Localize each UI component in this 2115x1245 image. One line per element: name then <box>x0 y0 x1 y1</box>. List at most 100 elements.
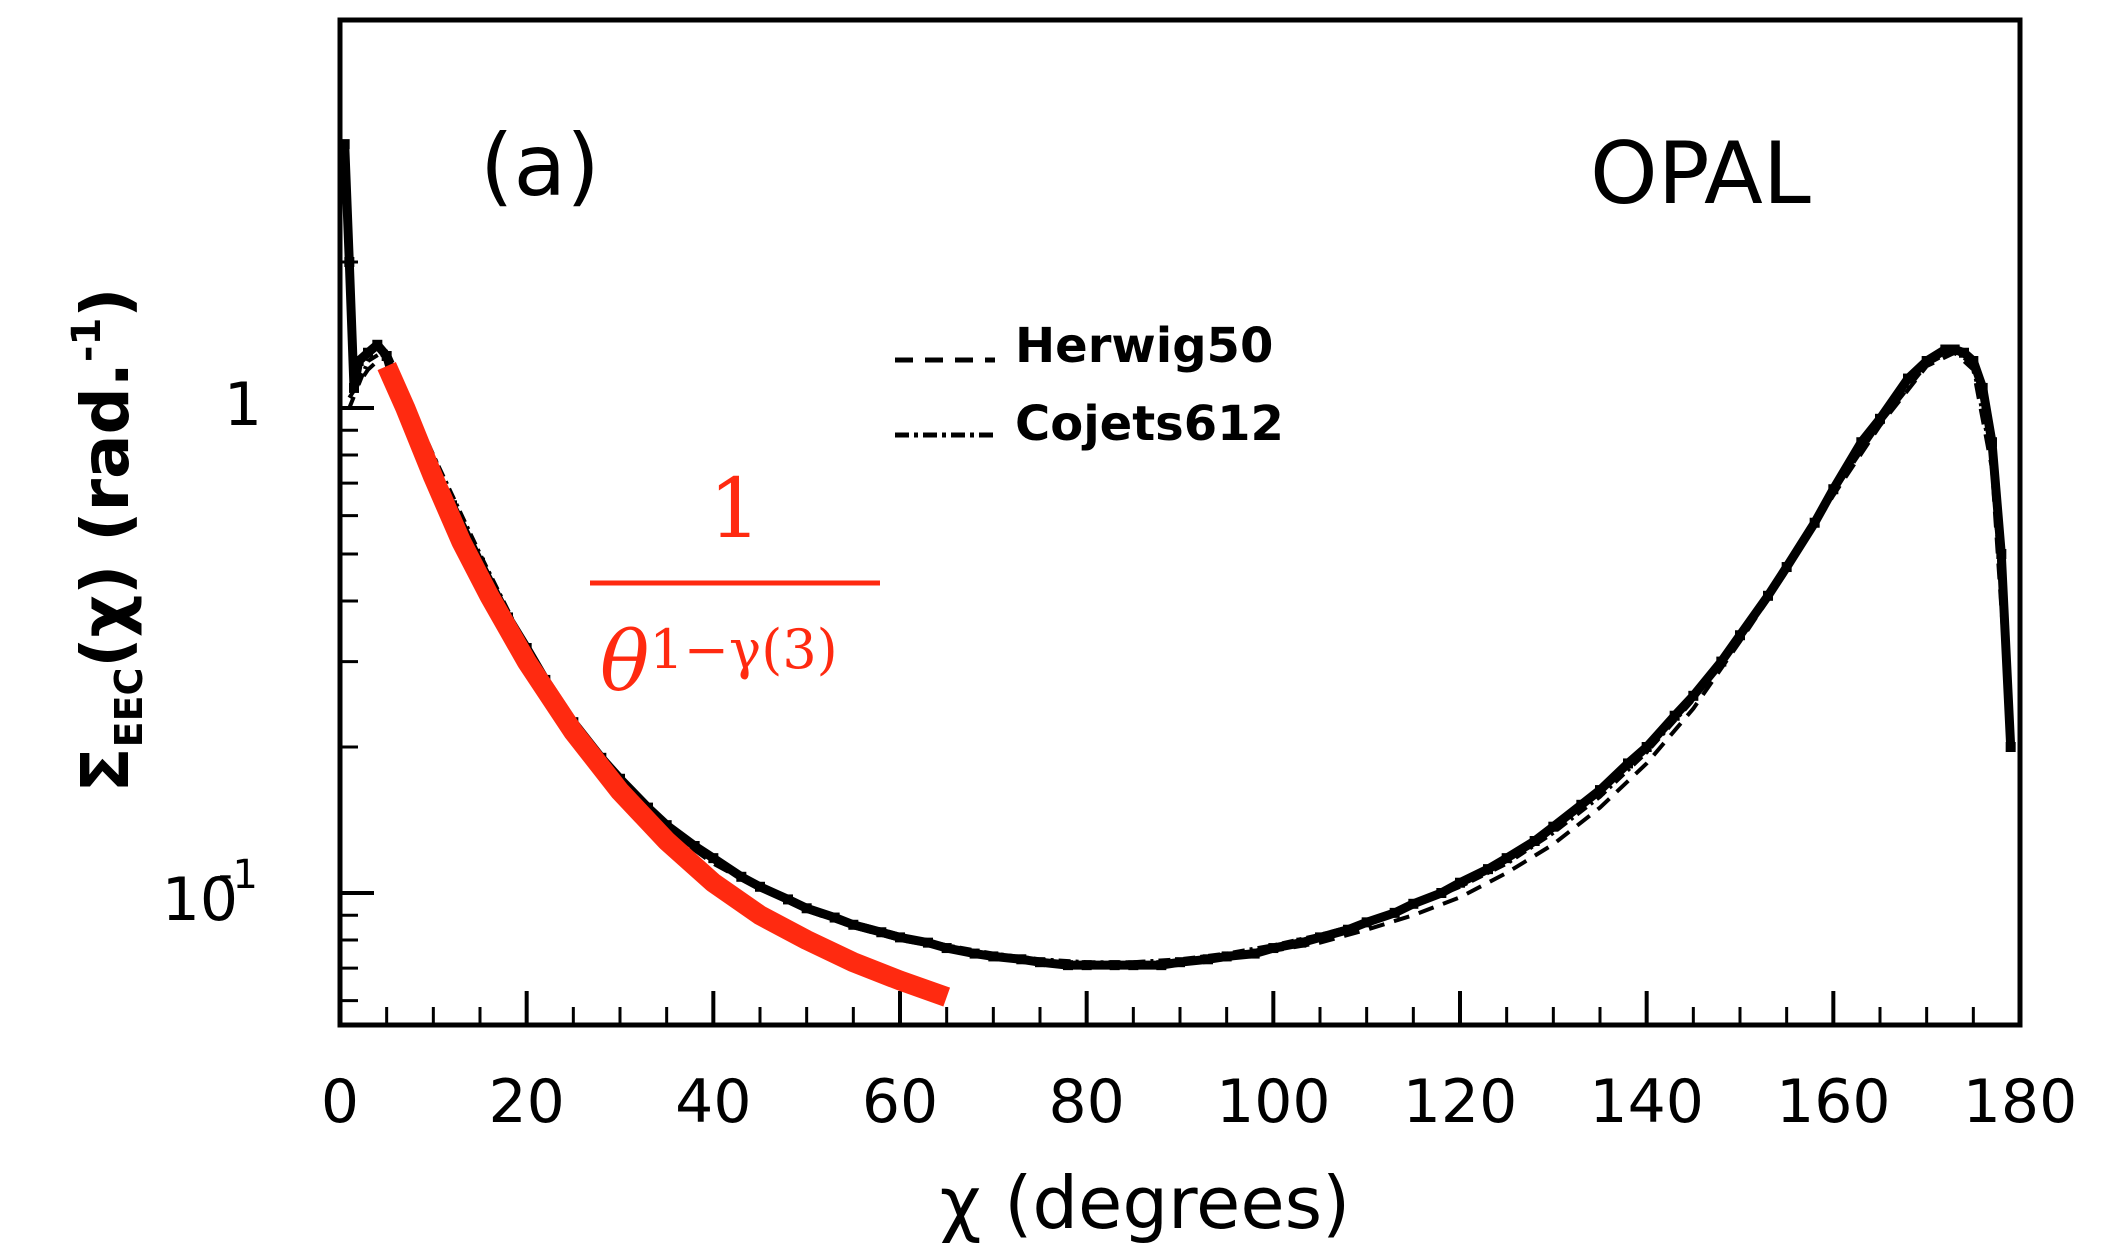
data-point <box>988 951 999 962</box>
x-tick-label: 40 <box>675 1067 751 1137</box>
y-label-end: ) <box>67 288 144 318</box>
data-point <box>876 927 887 938</box>
data-point <box>1203 954 1213 965</box>
data-point <box>848 919 859 930</box>
data-point <box>1959 347 1969 358</box>
data-point <box>1977 382 1988 393</box>
data-point <box>1595 785 1605 796</box>
y-label-sigma: Σ <box>67 747 144 792</box>
data-point <box>1483 864 1493 875</box>
data-point <box>1940 344 1951 355</box>
data-point <box>1455 877 1465 888</box>
data-point <box>1436 888 1447 898</box>
x-tick-label: 180 <box>1963 1067 2078 1137</box>
x-tick-label: 60 <box>862 1067 938 1137</box>
data-point <box>344 257 355 268</box>
x-tick-label: 100 <box>1216 1067 1331 1137</box>
data-point <box>969 948 980 959</box>
data-point <box>1875 413 1885 424</box>
data-point <box>349 382 359 393</box>
x-tick-label: 140 <box>1589 1067 1704 1137</box>
data-point <box>1501 853 1512 864</box>
data-point <box>2005 742 2016 753</box>
data-points-layer <box>339 139 2016 971</box>
data-point <box>1828 484 1839 495</box>
data-point <box>1576 799 1587 810</box>
data-point <box>923 937 933 948</box>
data-point <box>1315 932 1325 943</box>
x-tick-label: 0 <box>321 1067 359 1137</box>
data-point <box>339 139 350 150</box>
data-point <box>1408 898 1419 909</box>
data-point <box>1623 758 1633 769</box>
data-point <box>1641 742 1652 753</box>
data-point <box>1716 656 1727 667</box>
data-point <box>755 881 765 892</box>
data-point <box>1389 907 1400 918</box>
data-point <box>708 853 719 864</box>
data-point <box>1781 562 1792 573</box>
data-point <box>1968 355 1979 366</box>
data-point <box>736 871 747 882</box>
data-point <box>1156 960 1167 971</box>
y-tick-label-0.1-base: 10 <box>162 865 238 935</box>
fit-curve <box>377 362 951 1007</box>
data-point <box>1296 937 1307 948</box>
data-point <box>363 347 373 358</box>
data-point <box>689 840 700 851</box>
x-tick-label: 120 <box>1403 1067 1518 1137</box>
data-point <box>1669 710 1680 721</box>
data-point <box>1109 960 1120 971</box>
fit-formula-denominator: θ1−γ(3) <box>600 615 838 710</box>
data-point <box>1996 548 2007 559</box>
data-point <box>1529 836 1540 847</box>
data-point <box>381 351 392 362</box>
data-point <box>661 820 672 831</box>
data-point <box>941 943 952 954</box>
panel-label: (a) <box>480 116 600 216</box>
data-point <box>829 912 840 923</box>
data-point <box>1921 355 1932 366</box>
legend-label-herwig: Herwig50 <box>1015 318 1273 374</box>
data-point <box>1343 924 1353 935</box>
data-point <box>895 932 905 943</box>
y-label-sub: EEC <box>107 668 151 748</box>
x-tick-label: 160 <box>1776 1067 1891 1137</box>
data-point <box>1688 690 1699 701</box>
data-point <box>1063 960 1073 971</box>
data-point <box>1249 948 1260 959</box>
fit-formula-exponent: 1−γ(3) <box>649 618 837 681</box>
data-point <box>1175 957 1185 968</box>
legend: Herwig50 Cojets612 <box>895 318 1284 452</box>
data-point <box>1735 630 1745 641</box>
data-point <box>1081 960 1092 971</box>
data-point <box>1035 957 1045 968</box>
y-tick-label-0.1: 10-1 <box>162 852 258 935</box>
data-point <box>1809 517 1820 528</box>
fit-curve-layer <box>377 362 951 1007</box>
data-band <box>340 143 2016 970</box>
fit-formula-theta: θ <box>600 615 649 710</box>
y-tick-label-1: 1 <box>224 370 262 440</box>
y-tick-label-0.1-exp: -1 <box>218 852 258 898</box>
data-point <box>1763 590 1773 601</box>
experiment-label: OPAL <box>1590 124 1811 224</box>
x-axis-ticks: 0 20 40 60 80 100 120 140 160 180 <box>321 991 2077 1137</box>
legend-label-cojets: Cojets612 <box>1015 396 1284 452</box>
data-point <box>1128 960 1139 971</box>
data-point <box>1221 951 1232 962</box>
data-point <box>1949 344 1960 355</box>
x-axis-label: χ (degrees) <box>940 1161 1350 1245</box>
fit-formula: 1 θ1−γ(3) <box>590 462 880 710</box>
data-point <box>783 894 793 905</box>
x-tick-label: 80 <box>1048 1067 1124 1137</box>
data-point <box>1016 954 1027 965</box>
data-point <box>1361 917 1372 928</box>
data-point <box>1987 437 1997 448</box>
data-point <box>1856 437 1867 448</box>
data-point <box>1268 943 1279 954</box>
y-axis-label: ΣEEC(χ) (rad.-1) <box>64 288 151 793</box>
data-point <box>353 355 364 366</box>
data-point <box>1903 373 1913 384</box>
